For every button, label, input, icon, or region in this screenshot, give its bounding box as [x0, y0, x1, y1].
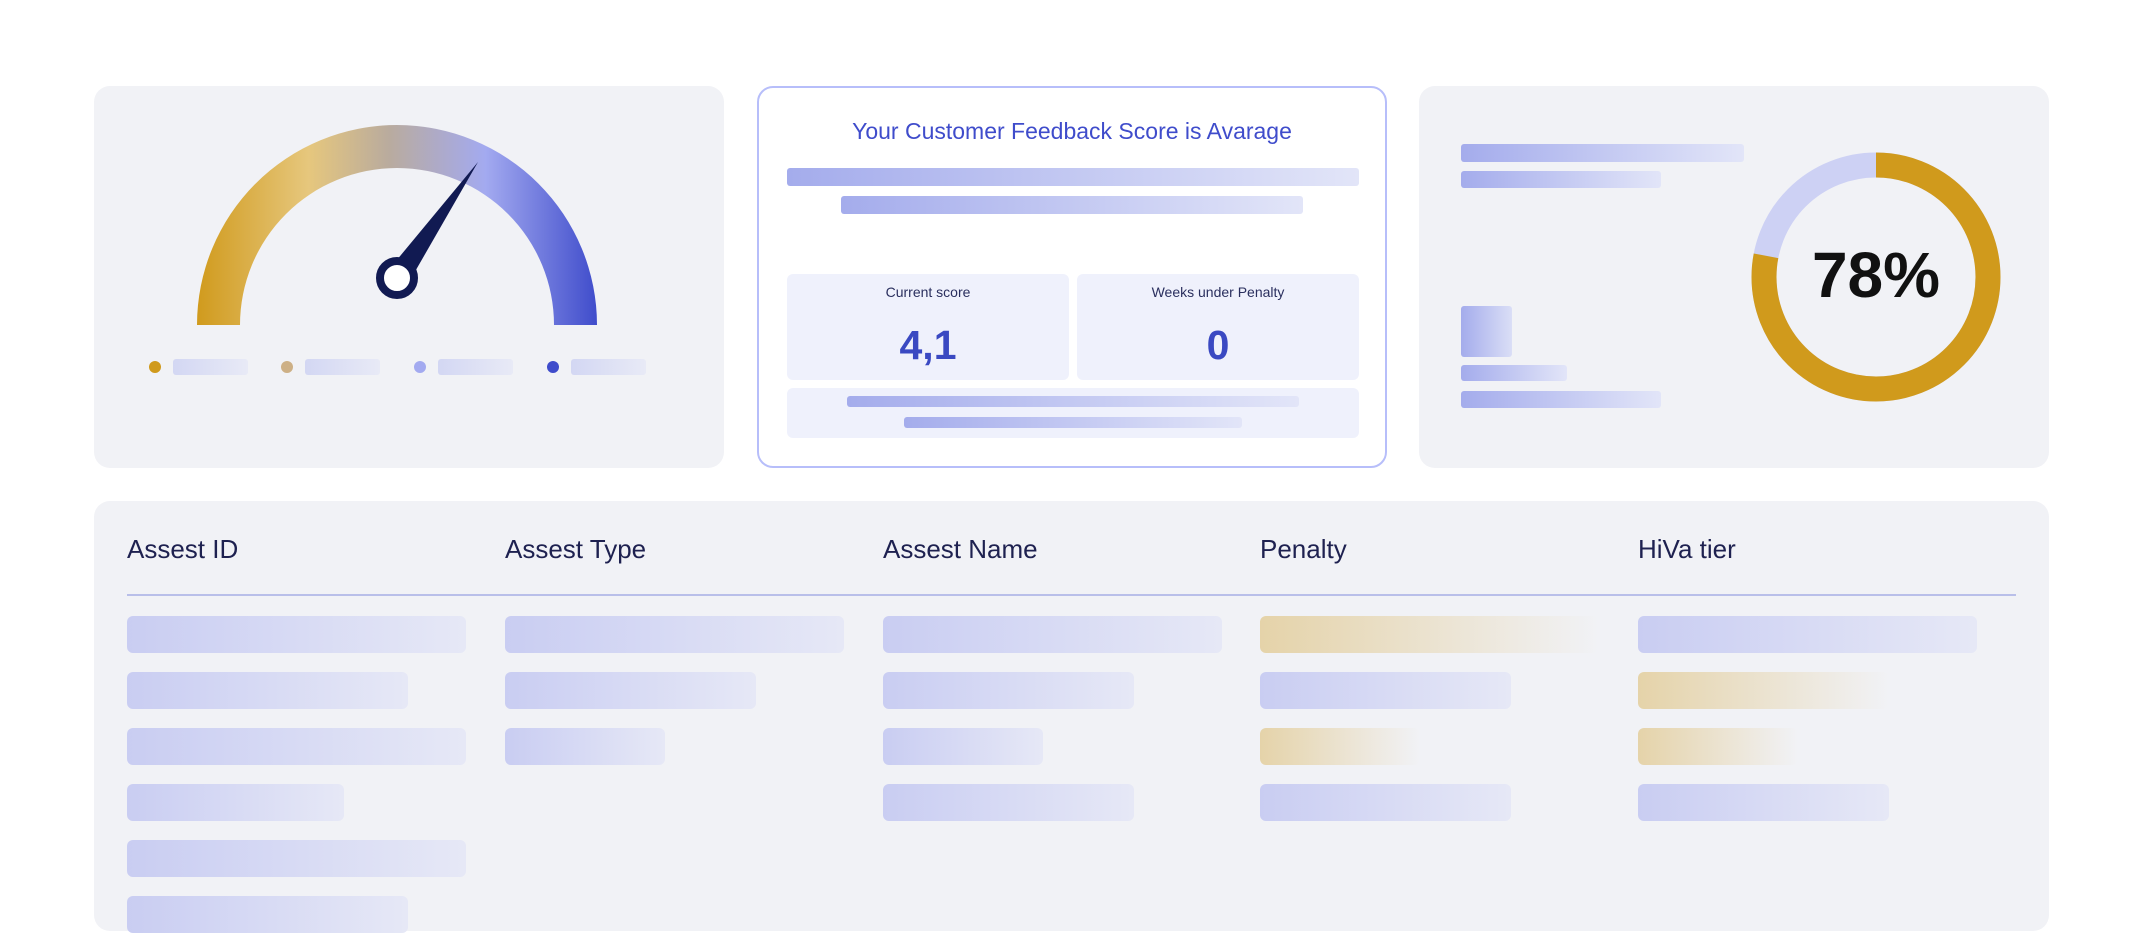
table-cell-placeholder: [1638, 616, 1977, 653]
legend-label-placeholder: [173, 359, 248, 375]
table-cell-placeholder: [127, 784, 344, 821]
text-placeholder: [1461, 365, 1567, 381]
legend-label-placeholder: [438, 359, 513, 375]
image-placeholder: [1461, 306, 1512, 357]
weeks-under-penalty-value: 0: [1206, 322, 1230, 368]
table-cell-placeholder: [127, 896, 408, 933]
column-header-asset-type[interactable]: Assest Type: [505, 534, 647, 564]
gauge-chart: [197, 125, 597, 325]
column-header-penalty[interactable]: Penalty: [1260, 534, 1347, 564]
table-cell-placeholder: [883, 616, 1222, 653]
text-placeholder: [1461, 171, 1661, 188]
legend-dot-icon: [414, 361, 426, 373]
column-header-hiva-tier[interactable]: HiVa tier: [1638, 534, 1736, 564]
percentage-card: [1419, 86, 2049, 468]
ring-progress: [1751, 152, 2001, 402]
note-placeholder: [847, 396, 1299, 407]
description-placeholder: [787, 168, 1359, 186]
gauge-needle: [391, 162, 478, 289]
score-card: Your Customer Feedback Score is Avarage …: [757, 86, 1387, 468]
legend-label-placeholder: [305, 359, 380, 375]
table-cell-placeholder: [1638, 784, 1889, 821]
table-cell-placeholder: [1260, 672, 1511, 709]
legend-dot-icon: [281, 361, 293, 373]
gauge-arc: [197, 125, 597, 325]
note-placeholder: [904, 417, 1242, 428]
weeks-under-penalty-label: Weeks under Penalty: [1151, 284, 1285, 300]
note-box: [787, 388, 1359, 438]
description-placeholder: [841, 196, 1303, 214]
table-cell-placeholder: [883, 728, 1043, 765]
column-header-asset-id[interactable]: Assest ID: [127, 534, 239, 564]
table-cell-placeholder: [127, 840, 466, 877]
table-cell-placeholder: [883, 784, 1134, 821]
header-divider: [127, 594, 2016, 596]
text-placeholder: [1461, 391, 1661, 408]
table-cell-placeholder: [1638, 672, 1889, 709]
current-score-label: Current score: [885, 284, 971, 300]
legend-dot-icon: [547, 361, 559, 373]
percentage-ring: [1751, 152, 2001, 402]
weeks-under-penalty-box: Weeks under Penalty 0: [1077, 274, 1359, 380]
table-cell-placeholder: [127, 616, 466, 653]
legend-label-placeholder: [571, 359, 646, 375]
table-cell-placeholder: [127, 672, 408, 709]
table-cell-placeholder: [1638, 728, 1798, 765]
table-cell-placeholder: [505, 672, 756, 709]
table-cell-placeholder: [1260, 784, 1511, 821]
text-placeholder: [1461, 144, 1744, 162]
legend-dot-icon: [149, 361, 161, 373]
table-cell-placeholder: [1260, 728, 1420, 765]
current-score-box: Current score 4,1: [787, 274, 1069, 380]
current-score-value: 4,1: [899, 322, 957, 368]
gauge-hub: [376, 257, 418, 299]
table-cell-placeholder: [127, 728, 466, 765]
table-cell-placeholder: [505, 616, 844, 653]
table-cell-placeholder: [505, 728, 665, 765]
table-cell-placeholder: [1260, 616, 1599, 653]
column-header-asset-name[interactable]: Assest Name: [883, 534, 1038, 564]
table-cell-placeholder: [883, 672, 1134, 709]
percentage-value: 78%: [1811, 239, 1941, 311]
score-title: Your Customer Feedback Score is Avarage: [852, 118, 1292, 144]
